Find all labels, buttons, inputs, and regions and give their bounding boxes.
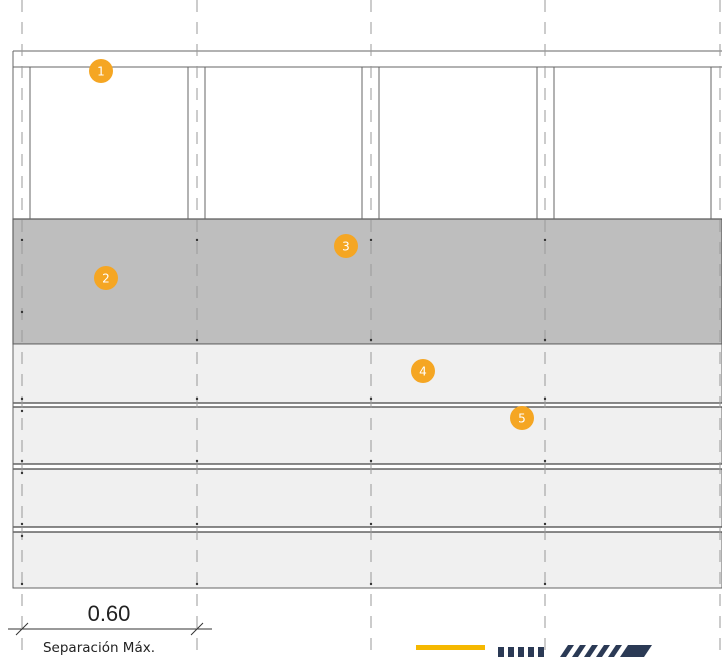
metal-frame [12,50,722,588]
board-layer-band [12,218,722,345]
svg-text:4: 4 [419,365,427,379]
callout-2: 2 [94,266,118,290]
screw-markers [20,238,547,586]
board-joint-lines [13,402,722,533]
brand-logo-partial [416,645,652,657]
svg-text:5: 5 [518,412,526,426]
spacing-dimension [8,622,212,636]
callout-3: 3 [334,234,358,258]
dimension-value: 0.60 [88,601,131,626]
svg-text:2: 2 [102,272,110,286]
callout-5: 5 [510,406,534,430]
callout-4: 4 [411,359,435,383]
svg-text:1: 1 [97,65,105,79]
callout-1: 1 [89,59,113,83]
dimension-label: Separación Máx. [43,640,155,656]
svg-text:3: 3 [342,240,350,254]
lower-board-rows [12,343,722,589]
